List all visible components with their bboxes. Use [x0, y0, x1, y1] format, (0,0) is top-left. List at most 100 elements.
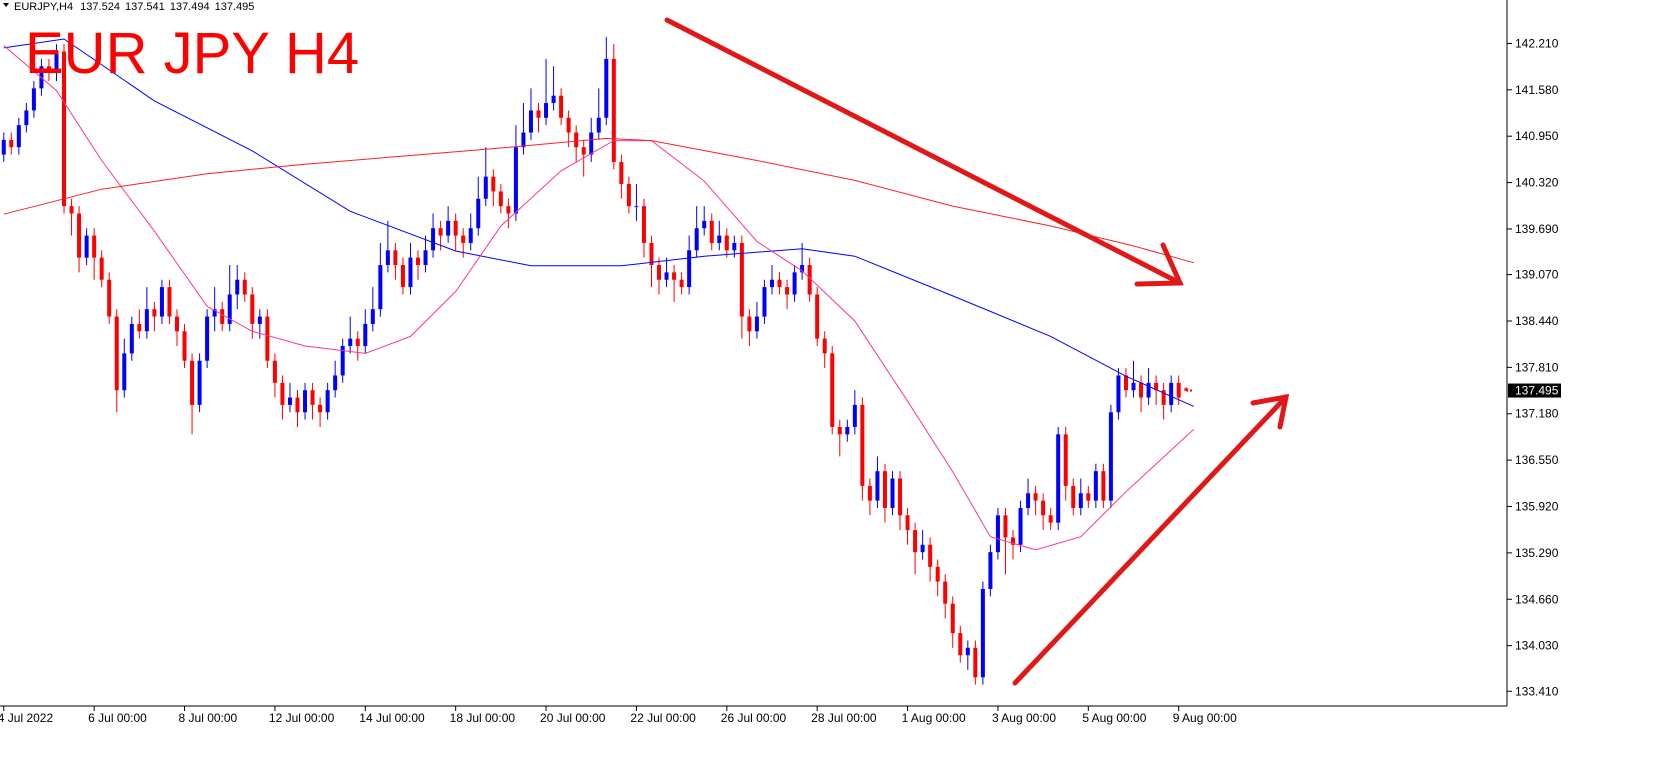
y-tick-label: 136.550	[1515, 453, 1559, 467]
candle-body	[905, 515, 910, 531]
candle-body	[1018, 507, 1023, 545]
candle-body	[468, 228, 473, 243]
candle-body	[476, 198, 481, 229]
candle-body	[1169, 382, 1174, 405]
candle-body	[363, 323, 368, 347]
candle-body	[664, 272, 669, 280]
candle-body	[1086, 493, 1091, 501]
y-tick-label: 140.950	[1515, 129, 1559, 143]
y-tick-label: 134.660	[1515, 592, 1559, 606]
candle-body	[1116, 375, 1121, 413]
moving-average	[3, 45, 1195, 551]
candle-body	[250, 294, 255, 324]
candle-body	[687, 250, 692, 288]
candle-body	[400, 265, 405, 288]
candle-body	[92, 235, 97, 258]
candle-body	[152, 309, 157, 317]
candle-body	[724, 235, 729, 251]
candle-body	[528, 110, 533, 133]
candle-body	[257, 316, 262, 324]
x-tick-label: 18 Jul 00:00	[450, 711, 516, 725]
candle-body	[792, 272, 797, 295]
y-tick-label: 139.070	[1515, 268, 1559, 282]
candle-body	[174, 316, 179, 332]
y-tick-label: 137.180	[1515, 407, 1559, 421]
candle-body	[280, 382, 285, 405]
candle-body	[604, 58, 609, 118]
candle-body	[1146, 382, 1151, 398]
candle-body	[928, 544, 933, 567]
y-tick-label: 133.410	[1515, 684, 1559, 698]
candle-body	[754, 316, 759, 332]
up-arrow-head	[1250, 393, 1290, 430]
candle-body	[777, 279, 782, 288]
candle-body	[423, 250, 428, 266]
candle-body	[634, 206, 639, 208]
candle-body	[521, 132, 526, 148]
candle-body	[235, 279, 240, 295]
candle-body	[348, 338, 353, 347]
candle-body	[167, 287, 172, 317]
candle-body	[649, 242, 654, 266]
candle-body	[303, 390, 308, 413]
candle-body	[1063, 434, 1068, 486]
candle-body	[1184, 388, 1189, 391]
candle-body	[1026, 493, 1031, 508]
candle-body	[1093, 471, 1098, 501]
candle-body	[626, 184, 631, 207]
plot-area	[1, 36, 1195, 685]
candle-body	[988, 552, 993, 589]
candle-body	[393, 250, 398, 266]
candle-body	[408, 257, 413, 288]
candle-body	[950, 603, 955, 634]
candle-body	[657, 265, 662, 280]
candle-body	[1139, 382, 1144, 398]
candle-body	[1, 139, 6, 155]
x-tick-label: 8 Jul 00:00	[179, 711, 238, 725]
candle-body	[641, 206, 646, 243]
candle-body	[717, 235, 722, 243]
candle-body	[1154, 382, 1159, 391]
candle-body	[837, 426, 842, 435]
candle-body	[114, 316, 119, 391]
low: 137.494	[170, 1, 210, 13]
candle-body	[431, 228, 436, 251]
candle-body	[965, 647, 970, 656]
candle-body	[340, 346, 345, 376]
candle-body	[943, 581, 948, 604]
y-tick-label: 138.440	[1515, 314, 1559, 328]
candle-body	[506, 206, 511, 214]
candle-body	[732, 242, 737, 251]
candle-body	[325, 390, 330, 413]
candle-body	[62, 51, 67, 207]
candle-body	[1011, 537, 1016, 545]
chart-title: EUR JPY H4	[25, 21, 359, 86]
y-tick-label: 137.810	[1515, 360, 1559, 374]
y-tick-label: 142.210	[1515, 36, 1559, 50]
candle-body	[1071, 485, 1076, 508]
candle-body	[882, 471, 887, 508]
x-tick-label: 12 Jul 00:00	[269, 711, 335, 725]
candle-body	[453, 220, 458, 236]
candle-body	[77, 213, 82, 258]
candle-body	[980, 588, 985, 678]
candle-body	[513, 147, 518, 214]
candle-body	[265, 316, 270, 361]
header-text: EURJPY,H4 137.524 137.541 137.494 137.49…	[14, 1, 254, 13]
candle-body	[333, 375, 338, 391]
candle-body	[122, 353, 127, 391]
x-tick-label: 9 Aug 00:00	[1173, 711, 1237, 725]
candle-body	[9, 139, 14, 148]
candle-body	[1078, 493, 1083, 508]
candle-body	[197, 360, 202, 405]
y-tick-label: 134.030	[1515, 639, 1559, 653]
moving-average	[3, 137, 1194, 264]
candle-body	[1041, 500, 1046, 516]
candle-body	[672, 272, 677, 280]
candle-body	[807, 265, 812, 295]
candle-body	[867, 485, 872, 501]
candle-body	[54, 51, 59, 70]
candle-body	[822, 338, 827, 354]
candle-body	[46, 66, 51, 70]
